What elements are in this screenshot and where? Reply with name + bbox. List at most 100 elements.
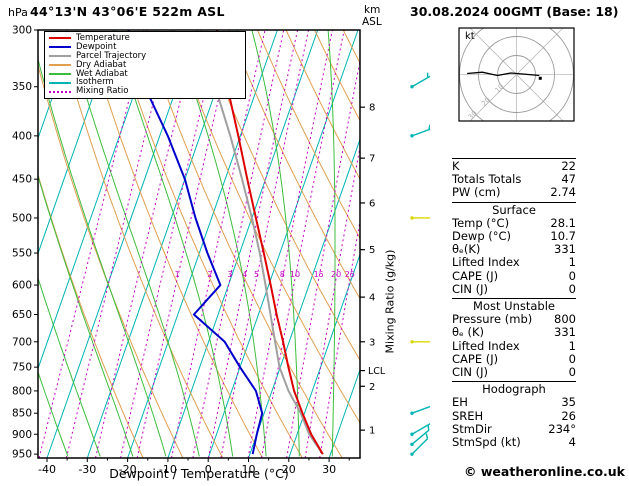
table-row: StmSpd (kt) 4 [452,435,576,449]
legend-label: Temperature [76,33,130,43]
table-row-label: Dewp (°C) [452,229,512,244]
km-tick-label: 6 [369,198,375,209]
mixing-ratio-value-label: 20 [331,270,341,279]
hodograph-ring-label: 30 [467,109,479,121]
copyright-notice: © weatheronline.co.uk [464,464,625,479]
km-tick-label: 4 [369,293,375,304]
legend-label: Dry Adiabat [76,59,127,70]
km-tick-label: 3 [369,337,375,348]
legend-item: Wet Adiabat [49,69,242,79]
table-row-value: 0 [568,365,576,380]
temperature-curve [215,30,324,455]
mixing-ratio-line [261,30,345,458]
pressure-tick-label: 900 [12,429,32,441]
table-row-label: PW (cm) [452,185,501,200]
table-row-label: EH [452,395,468,410]
table-row-value: 1 [568,255,576,270]
table-row: CAPE (J) 0 [452,268,576,283]
km-axis-unit-line2: ASL [362,16,382,28]
table-row-value: 10.7 [550,229,576,244]
datetime-title: 30.08.2024 00GMT (Base: 18) [410,4,619,19]
table-row-value: 2.74 [550,185,576,200]
table-row-value: 26 [561,408,576,423]
dry-adiabat-line [429,30,430,458]
legend-swatch-wet-adiabat [49,73,71,75]
table-row: K 22 [452,159,576,173]
table-section-title: Surface [492,202,536,217]
x-axis-label: Dewpoint / Temperature (°C) [109,466,289,481]
wet-adiabat-line [251,30,300,457]
table-row-label: CIN (J) [452,365,489,380]
legend-item: Parcel Trajectory [49,50,242,61]
wet-adiabat-line [38,276,101,457]
table-row: StmDir 234° [452,421,576,436]
legend-swatch-mixing-ratio [49,90,71,93]
dry-adiabat-line [285,30,360,181]
wind-barb [410,124,430,138]
wind-barb [410,425,430,447]
table-section: Surface Temp (°C) 28.1 Dewp (°C) 10.7 θₑ(K) 33… [452,201,576,298]
wet-adiabat-line [38,370,69,457]
km-tick-label: 7 [369,154,375,165]
isotherm-line [328,368,360,458]
pressure-tick-label: 350 [12,81,32,93]
isotherm-line [127,30,278,458]
pressure-axis-unit-label: hPa [8,6,28,19]
km-tick-label: 5 [369,245,375,256]
wet-adiabat-line [38,57,167,457]
pressure-tick-label: 700 [12,336,32,348]
mixing-ratio-value-label: 3 [227,270,232,279]
pressure-tick-label: 800 [12,385,32,397]
table-row-label: Pressure (mb) [452,312,533,327]
table-section: K 22 Totals Totals 47 PW (cm) 2.74 [452,158,576,202]
dry-adiabat-line [142,30,343,458]
table-row-label: Totals Totals [452,172,522,187]
table-section-title: Hodograph [482,382,546,397]
legend-swatch-isotherm [49,81,71,84]
wind-barb [410,340,430,344]
skewt-diagram: 1 2 3 4 5 8 10 15 20 2530035040045050055060065070… [12,25,430,476]
temp-tick-label: 30 [322,463,336,476]
mixing-ratio-line [120,30,221,458]
mixing-ratio-value-label: 8 [280,270,285,279]
mixing-ratio-line [319,218,360,458]
hodograph-ring-label: 20 [480,96,492,108]
table-row: SREH 26 [452,408,576,423]
isotherm-line [38,30,157,371]
table-row-value: 0 [568,268,576,283]
temp-tick-label: -10 [159,463,177,476]
lcl-label: LCL [368,366,386,377]
table-row-label: Temp (°C) [452,215,510,230]
table-row-value: 234° [548,421,576,436]
pressure-tick-label: 500 [12,212,32,224]
pressure-tick-label: 450 [12,174,32,186]
table-row: EH 35 [452,396,576,409]
legend-item: Mixing Ratio [49,87,242,96]
legend-item: Temperature [49,34,242,43]
dry-adiabat-line [372,30,430,458]
legend-label: Isotherm [76,77,114,88]
table-row-label: Lifted Index [452,338,520,353]
dry-adiabat-line [199,30,360,362]
mixing-ratio-value-label: 25 [345,270,355,279]
legend-label: Parcel Trajectory [76,50,147,61]
pressure-tick-label: 650 [12,309,32,321]
table-row: Totals Totals 47 [452,173,576,186]
table-row: θₑ (K) 331 [452,326,576,339]
legend-item: Isotherm [49,78,242,87]
table-row-label: θₑ (K) [452,325,485,340]
km-tick-label: 1 [369,426,375,437]
table-row: CAPE (J) 0 [452,352,576,366]
legend-swatch-dry-adiabat [49,64,71,67]
table-row: Pressure (mb) 800 [452,313,576,326]
hodograph-trace [467,71,540,77]
wind-barb [410,433,429,456]
mixing-ratio-line [220,30,309,458]
wet-adiabat-line [327,30,336,457]
pressure-tick-label: 850 [12,408,32,420]
legend-item: Dry Adiabat [49,59,242,70]
wet-adiabat-line [66,30,200,457]
dry-adiabat-line [228,30,360,300]
table-row-label: SREH [452,408,484,423]
